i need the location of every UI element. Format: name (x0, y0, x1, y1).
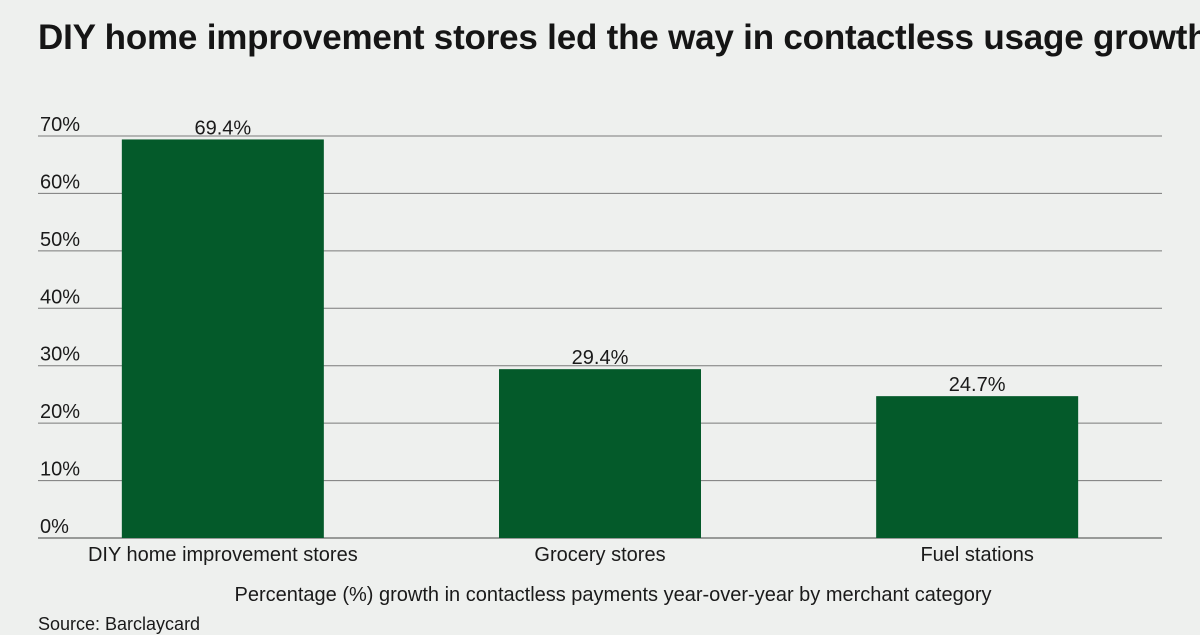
y-tick-label: 30% (40, 344, 80, 366)
bar (121, 139, 324, 538)
bar (876, 396, 1079, 538)
y-tick-label: 50% (40, 229, 80, 251)
y-axis-tick-labels: 0% 10% 20% 30% 40% 50% 60% 70% (40, 114, 80, 538)
y-tick-label: 40% (40, 286, 80, 308)
y-tick-label: 70% (40, 114, 80, 136)
source-note: Source: Barclaycard (38, 614, 201, 634)
y-tick-label: 0% (40, 516, 69, 538)
x-tick-label: DIY home improvement stores (88, 544, 358, 566)
x-axis-title: Percentage (%) growth in contactless pay… (234, 584, 991, 606)
data-labels: 69.4% 29.4% 24.7% (194, 117, 1005, 396)
y-tick-label: 10% (40, 459, 80, 481)
bars (121, 139, 1079, 538)
bar (499, 369, 701, 538)
x-tick-label: Grocery stores (534, 544, 665, 566)
data-label: 24.7% (949, 374, 1006, 396)
chart-title: DIY home improvement stores led the way … (38, 18, 1200, 57)
data-label: 69.4% (194, 117, 251, 139)
y-tick-label: 60% (40, 171, 80, 193)
data-label: 29.4% (572, 347, 629, 369)
x-tick-label: Fuel stations (920, 544, 1033, 566)
y-tick-label: 20% (40, 401, 80, 423)
x-axis-category-labels: DIY home improvement stores Grocery store… (88, 544, 1034, 566)
